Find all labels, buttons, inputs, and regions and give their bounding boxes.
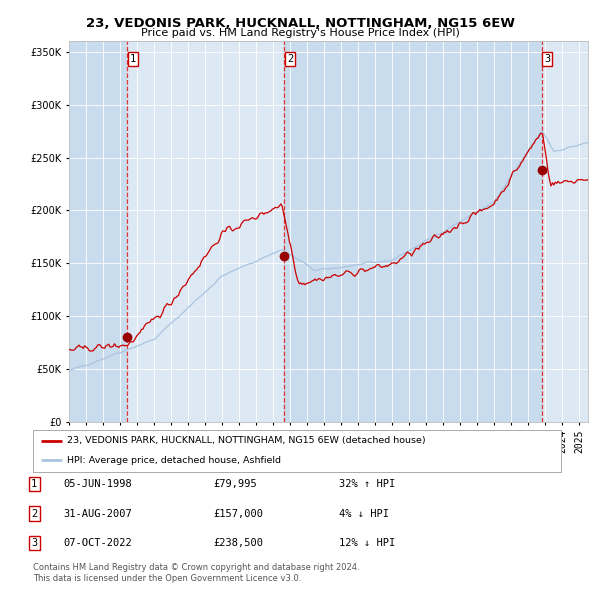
Text: 1: 1 bbox=[130, 54, 136, 64]
Text: £238,500: £238,500 bbox=[213, 538, 263, 548]
Text: 32% ↑ HPI: 32% ↑ HPI bbox=[339, 479, 395, 489]
Text: This data is licensed under the Open Government Licence v3.0.: This data is licensed under the Open Gov… bbox=[33, 574, 301, 583]
Text: HPI: Average price, detached house, Ashfield: HPI: Average price, detached house, Ashf… bbox=[67, 455, 281, 464]
Bar bbox=[127, 41, 284, 422]
Text: 1: 1 bbox=[31, 479, 37, 489]
Text: Contains HM Land Registry data © Crown copyright and database right 2024.: Contains HM Land Registry data © Crown c… bbox=[33, 563, 359, 572]
Bar bbox=[284, 41, 542, 422]
Text: 31-AUG-2007: 31-AUG-2007 bbox=[63, 509, 132, 519]
Bar bbox=[69, 41, 127, 422]
Text: 2: 2 bbox=[31, 509, 37, 519]
Text: 05-JUN-1998: 05-JUN-1998 bbox=[63, 479, 132, 489]
Text: 07-OCT-2022: 07-OCT-2022 bbox=[63, 538, 132, 548]
Bar bbox=[542, 41, 588, 422]
Text: 4% ↓ HPI: 4% ↓ HPI bbox=[339, 509, 389, 519]
Text: Price paid vs. HM Land Registry's House Price Index (HPI): Price paid vs. HM Land Registry's House … bbox=[140, 28, 460, 38]
Text: 2: 2 bbox=[287, 54, 293, 64]
Text: 3: 3 bbox=[544, 54, 550, 64]
Text: 3: 3 bbox=[31, 538, 37, 548]
Text: £79,995: £79,995 bbox=[213, 479, 257, 489]
Text: £157,000: £157,000 bbox=[213, 509, 263, 519]
Text: 12% ↓ HPI: 12% ↓ HPI bbox=[339, 538, 395, 548]
Text: 23, VEDONIS PARK, HUCKNALL, NOTTINGHAM, NG15 6EW (detached house): 23, VEDONIS PARK, HUCKNALL, NOTTINGHAM, … bbox=[67, 436, 426, 445]
Text: 23, VEDONIS PARK, HUCKNALL, NOTTINGHAM, NG15 6EW: 23, VEDONIS PARK, HUCKNALL, NOTTINGHAM, … bbox=[86, 17, 515, 30]
